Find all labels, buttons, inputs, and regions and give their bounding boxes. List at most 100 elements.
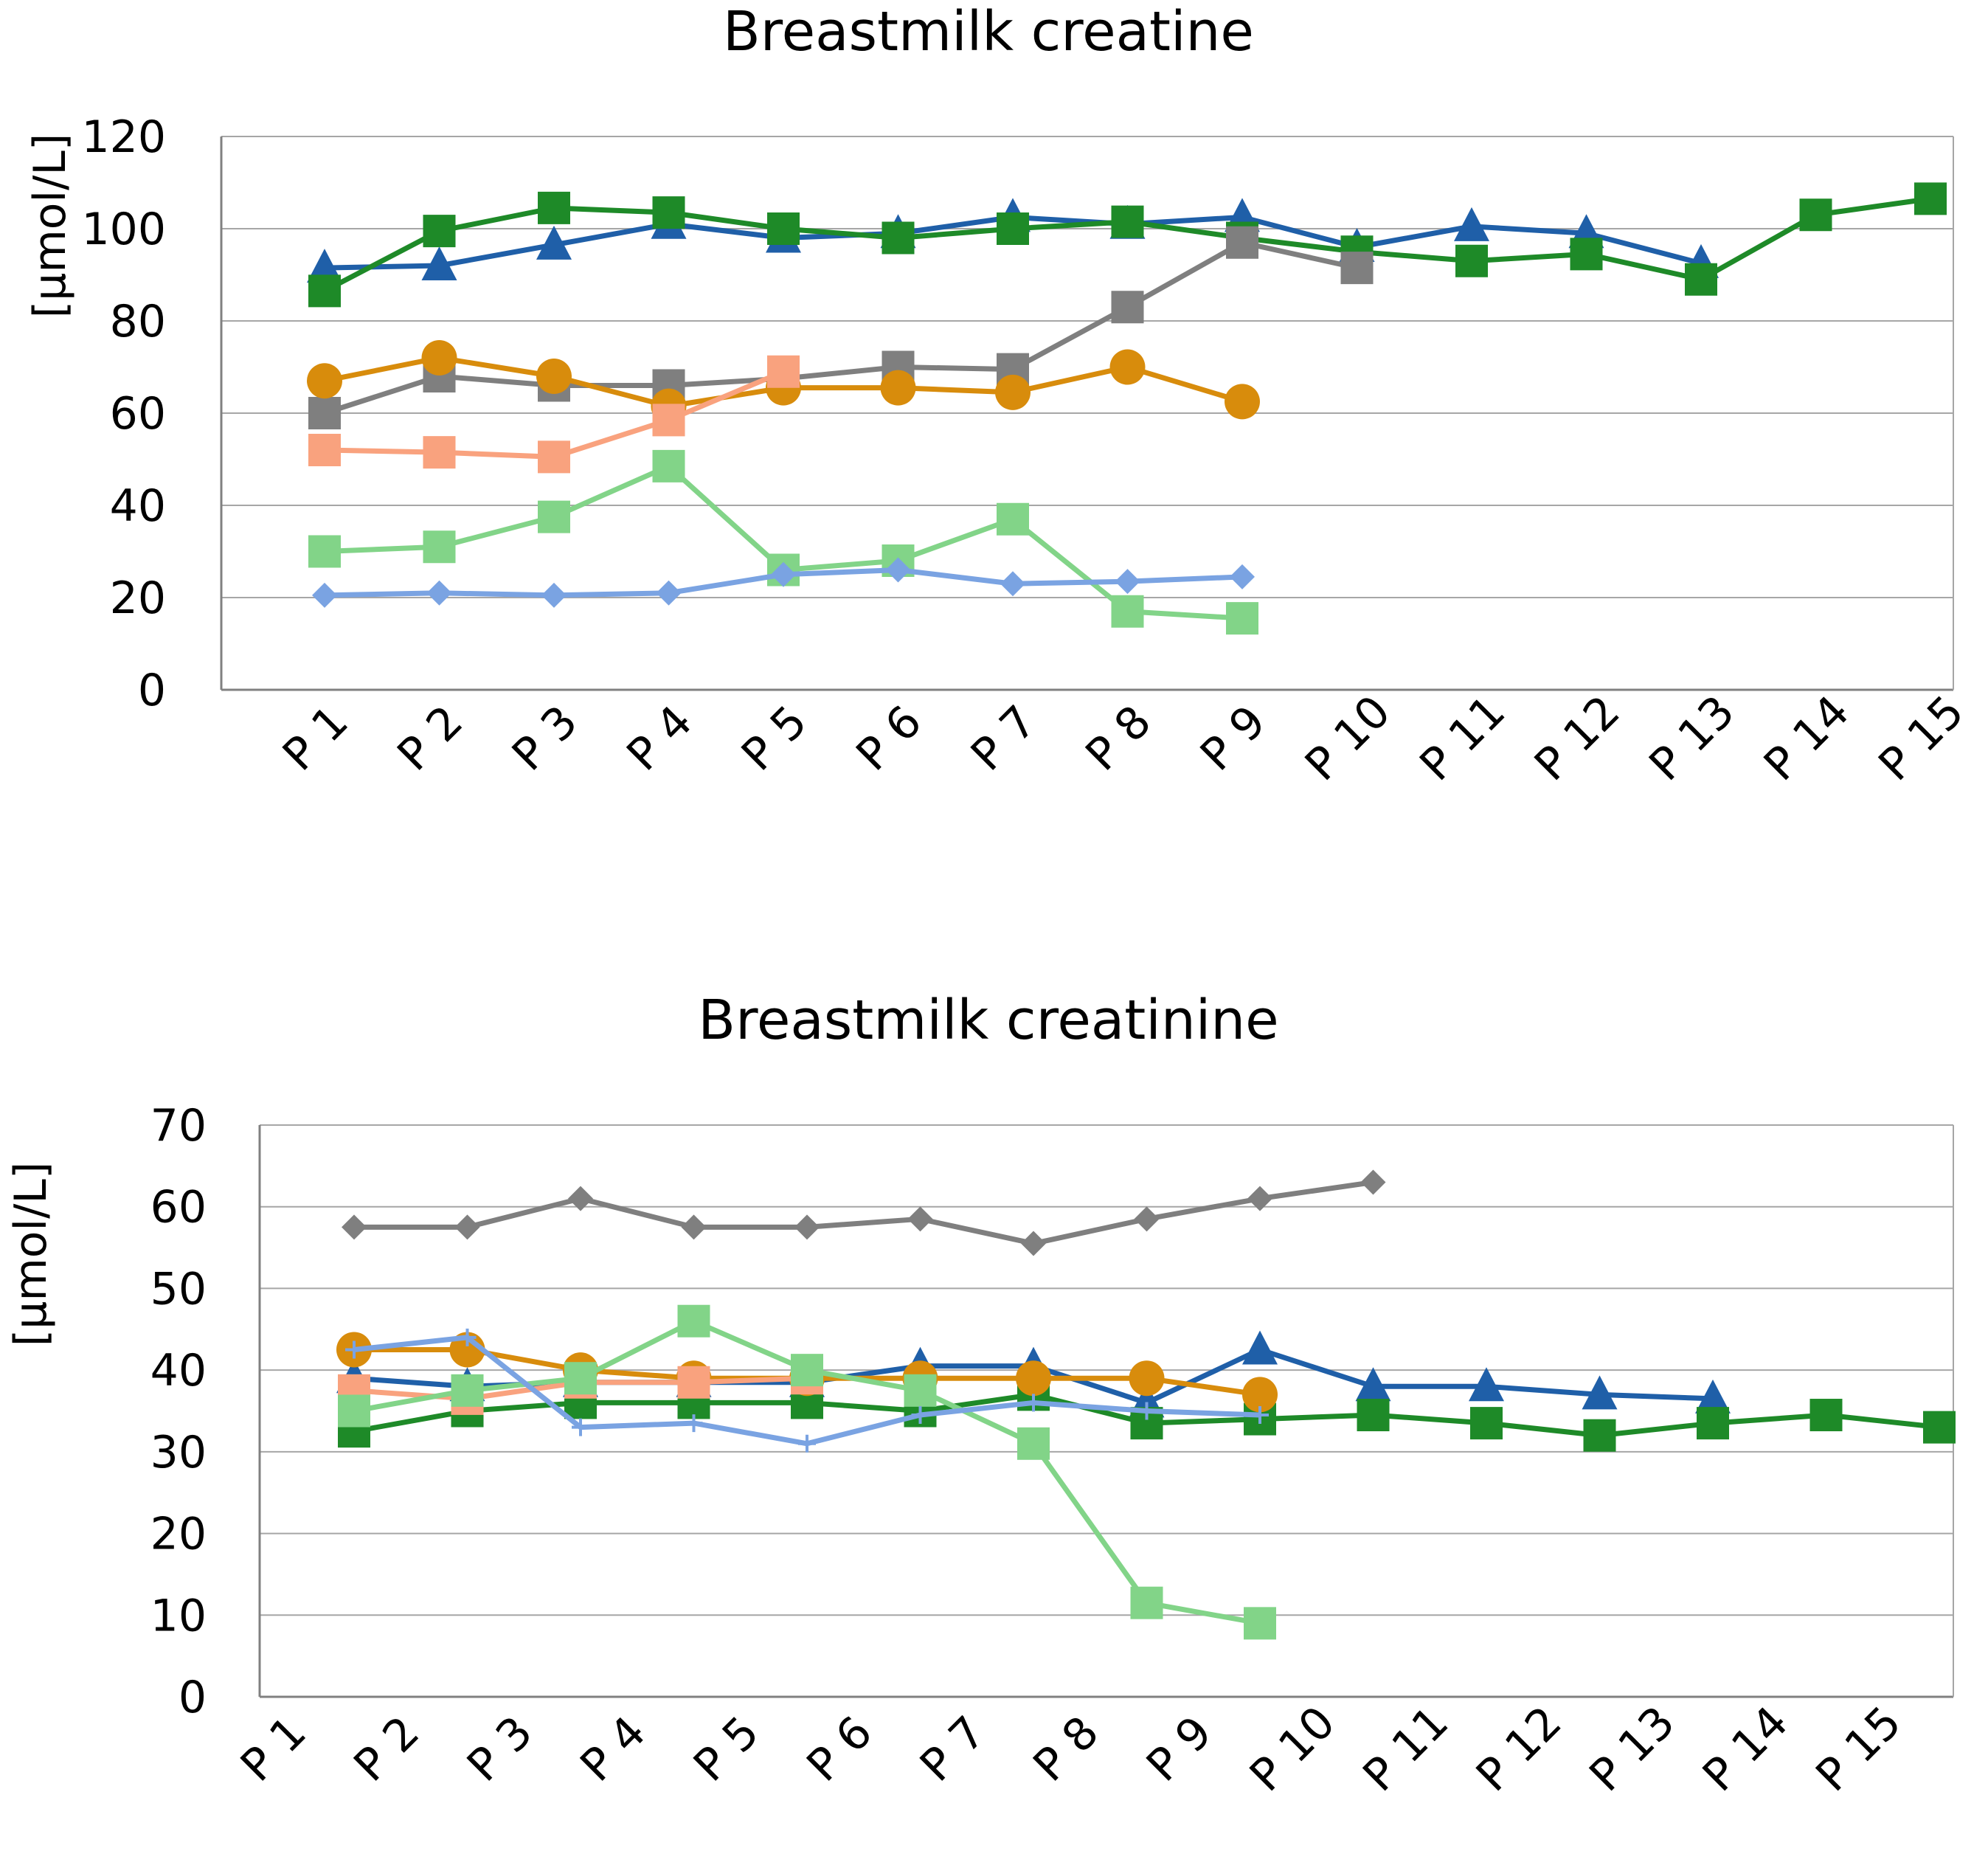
data-point	[652, 404, 685, 437]
data-point	[1923, 1411, 1956, 1444]
y-tick-label: 0	[179, 1672, 207, 1723]
data-point	[685, 1414, 703, 1433]
chart-title: Breastmilk creatinine	[698, 989, 1278, 1052]
data-point	[1914, 182, 1947, 215]
y-tick-label: 60	[110, 388, 166, 440]
series-grey-squares	[308, 226, 1374, 429]
data-point	[426, 580, 452, 606]
data-point	[798, 1434, 816, 1453]
data-point	[1697, 1407, 1729, 1440]
data-point	[538, 440, 570, 474]
series-light-blue-lines	[345, 1328, 1269, 1453]
data-point	[538, 191, 570, 224]
data-point	[1230, 564, 1255, 589]
y-tick-label: 100	[81, 204, 166, 255]
data-point	[656, 580, 682, 606]
data-point	[338, 1394, 370, 1428]
data-point	[536, 225, 572, 260]
y-axis-label: [µmol/L]	[5, 1162, 57, 1346]
data-point	[1454, 207, 1489, 241]
data-point	[308, 274, 341, 308]
data-point	[308, 434, 341, 466]
data-point	[652, 196, 685, 229]
data-point	[1226, 602, 1258, 635]
data-point	[1799, 198, 1832, 232]
y-tick-label: 70	[150, 1100, 207, 1152]
data-point	[572, 1418, 589, 1436]
data-point	[1129, 1360, 1165, 1397]
data-point	[997, 502, 1029, 536]
y-tick-label: 40	[150, 1345, 207, 1397]
data-point	[1582, 1375, 1618, 1410]
y-tick-labels: 0 20 40 60 80 100 120	[81, 111, 166, 716]
gridlines	[258, 1124, 1954, 1698]
data-point	[423, 215, 456, 248]
data-point	[568, 1186, 593, 1211]
data-point	[1111, 291, 1144, 324]
data-point	[677, 1366, 710, 1399]
y-tick-label: 60	[150, 1182, 207, 1234]
data-point	[1111, 205, 1144, 238]
data-point	[767, 212, 800, 245]
data-point	[423, 436, 456, 469]
series-lines	[336, 1169, 1956, 1640]
data-point	[1247, 1186, 1272, 1211]
data-point	[538, 500, 570, 533]
data-point	[1016, 1360, 1051, 1397]
data-point	[454, 1214, 480, 1240]
data-point	[1000, 571, 1025, 597]
data-point	[677, 1304, 710, 1338]
y-tick-label: 10	[150, 1590, 207, 1641]
data-point	[1695, 1379, 1731, 1414]
data-point	[1570, 238, 1603, 271]
chart-title: Breastmilk creatine	[723, 0, 1254, 63]
data-point	[1469, 1367, 1504, 1402]
y-tick-label: 20	[150, 1509, 207, 1560]
data-point	[1025, 1394, 1042, 1412]
series-salmon-squares	[308, 355, 800, 474]
data-point	[1226, 226, 1258, 259]
data-point	[907, 1206, 933, 1232]
series-grey-diamonds	[342, 1169, 1386, 1256]
data-point	[794, 1214, 820, 1240]
data-point	[1355, 1367, 1391, 1402]
data-point	[767, 355, 800, 388]
series-light-green-squares	[338, 1304, 1276, 1640]
y-tick-label: 120	[81, 111, 166, 163]
data-point	[421, 340, 457, 376]
creatinine-chart: Breastmilk creatinine [µmol/L] 0 10 20 30 40…	[5, 989, 1956, 1802]
data-point	[1242, 1377, 1278, 1413]
data-point	[1111, 595, 1144, 628]
data-point	[997, 212, 1029, 245]
data-point	[451, 1374, 484, 1407]
data-point	[1244, 1607, 1276, 1640]
data-point	[1134, 1206, 1160, 1232]
data-point	[312, 582, 337, 608]
data-point	[541, 582, 567, 608]
data-point	[536, 359, 572, 394]
series-line	[323, 240, 1358, 416]
series-line	[354, 1180, 1374, 1247]
data-point	[771, 561, 796, 587]
data-point	[1109, 349, 1146, 385]
y-tick-label: 40	[110, 480, 166, 532]
data-point	[1130, 1586, 1163, 1619]
data-point	[308, 397, 341, 429]
data-point	[1115, 569, 1140, 595]
data-point	[564, 1362, 597, 1395]
data-point	[307, 363, 342, 399]
data-point	[880, 370, 916, 406]
y-tick-label: 80	[110, 296, 166, 347]
y-axis-label: [µmol/L]	[24, 134, 76, 318]
data-point	[423, 530, 456, 564]
data-point	[308, 535, 341, 568]
data-point	[681, 1214, 707, 1240]
series-lines	[307, 182, 1947, 635]
data-point	[1340, 252, 1374, 285]
data-point	[995, 374, 1031, 410]
data-point	[421, 246, 457, 280]
data-point	[345, 1340, 363, 1359]
data-point	[342, 1214, 367, 1240]
